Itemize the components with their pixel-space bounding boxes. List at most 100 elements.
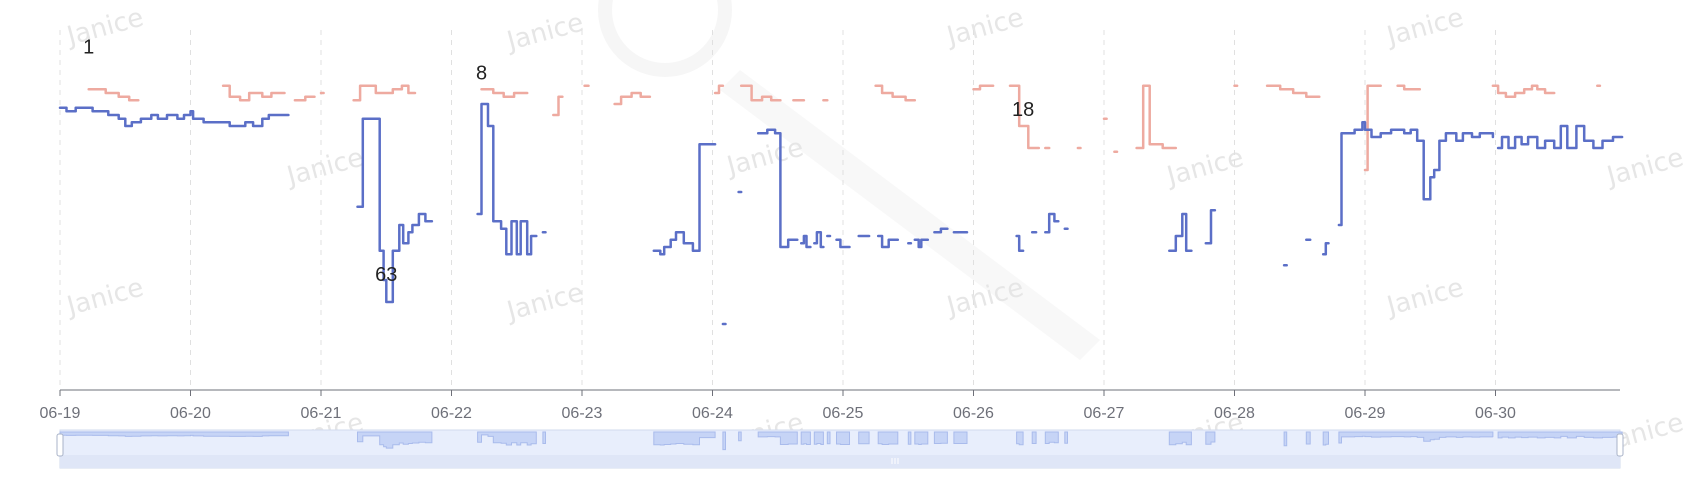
vertical-grid [59,30,1496,390]
slider-preview-area [914,431,929,445]
slider-preview-area [933,431,948,444]
watermark-text: Janice [502,278,587,328]
watermark-text: Janice [1382,273,1467,323]
watermark-text: Janice [62,3,147,53]
slider-preview-area [1168,431,1192,446]
slider-preview-area [738,431,742,442]
series-line [480,88,529,98]
x-tick-label: 06-23 [562,405,603,422]
series-line [799,234,812,249]
series-line [552,95,564,117]
x-tick-label: 06-28 [1214,405,1255,422]
slider-preview-area [653,431,716,446]
watermark-text: Janice [62,273,147,323]
slider-preview-area [1031,431,1037,444]
slider-preview-area [1205,431,1216,445]
series-line [58,106,290,128]
x-tick-label: 06-22 [431,405,472,422]
x-tick-label: 06-24 [692,405,733,422]
series-line [913,238,930,249]
series-line [87,88,140,102]
series-line [356,117,434,304]
watermark-text: Janice [942,3,1027,53]
watermark-logo [598,0,1100,360]
slider-preview-area [877,431,899,445]
series-line [1168,212,1193,252]
series-line [756,128,799,249]
slider-preview-area [858,431,870,445]
slider-preview-area [1338,431,1494,444]
slider-preview-area [1322,431,1329,446]
watermark-layer: Janice Janice Janice Janice Janice Janice Jani… [62,3,1687,458]
series-line [652,143,717,256]
slider-preview-area [1016,431,1024,446]
series-line [835,238,851,249]
series-line [1321,242,1330,256]
series-line [933,227,949,234]
x-tick-label: 06-20 [170,405,211,422]
slider-preview-area [813,431,824,445]
series-line [972,84,995,91]
series-line [1363,84,1382,172]
series-line [293,95,316,102]
x-tick-label: 06-19 [40,405,81,422]
series-line [1204,209,1217,245]
series-1 [87,84,1602,172]
peak-label: 8 [476,62,487,84]
series-line [352,84,417,102]
slider-preview-area [826,431,831,445]
slider-preview-area [1064,431,1068,444]
series-line [813,231,825,249]
x-tick-label: 06-30 [1475,405,1516,422]
x-tick-label: 06-27 [1084,405,1125,422]
x-axis: 06-19 06-20 06-21 06-22 06-23 06-24 06-25 06-26… [40,389,1620,422]
slider-preview-area [907,431,912,445]
peak-label: 63 [375,264,397,286]
series-line [1396,84,1422,91]
slider-preview-area [800,431,811,445]
datazoom-slider[interactable] [56,429,1624,469]
series-line [739,84,782,102]
slider-bottom-band [60,455,1620,468]
slider-preview-area [953,431,968,444]
series-line [713,84,725,95]
peak-label: 18 [1012,99,1034,121]
series-line [1491,84,1556,98]
slider-preview-area [1044,431,1059,444]
series-line [613,91,652,106]
series-line [1265,84,1321,98]
series-line [221,84,286,102]
series-line [1044,212,1060,234]
slider-preview-area [722,431,726,451]
series-line [1015,234,1025,252]
series-2 [58,102,1624,326]
series-line [1008,84,1041,150]
x-tick-label: 06-21 [301,405,342,422]
watermark-text: Janice [722,133,807,183]
series-line [1337,121,1495,227]
x-tick-label: 06-29 [1345,405,1386,422]
series-line [874,84,917,102]
slider-handle[interactable] [1616,433,1624,457]
watermark-text: Janice [1382,3,1467,53]
slider-preview-area [836,431,850,445]
slider-handle[interactable] [56,433,64,457]
watermark-text: Janice [502,8,587,58]
x-tick-label: 06-26 [953,405,994,422]
series-line [1496,124,1624,150]
peak-label: 1 [83,37,94,59]
series-line [1135,84,1178,150]
slider-preview-area [542,431,546,444]
slider-preview-area [1305,431,1311,445]
series-line [476,102,538,256]
series-layer [58,84,1624,326]
x-tick-label: 06-25 [823,405,864,422]
watermark-text: Janice [1602,143,1687,193]
slider-preview-area [1283,431,1288,447]
watermark-text: Janice [282,143,367,193]
slider-preview-area [1497,431,1623,439]
slider-preview-area [357,431,433,449]
slider-preview-area [59,431,289,437]
